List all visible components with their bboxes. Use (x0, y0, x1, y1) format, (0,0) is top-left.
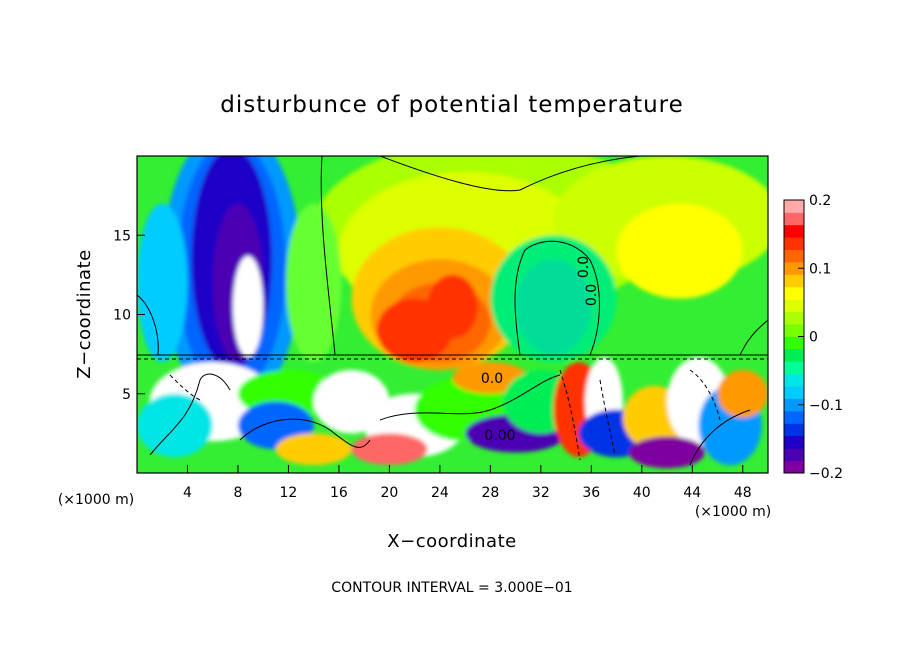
x-tick-label: 28 (481, 485, 499, 501)
contour-line (689, 409, 751, 466)
contour-line (320, 156, 336, 356)
colorbar-tick-label: 0.2 (809, 193, 831, 209)
colorbar-swatch (784, 311, 804, 325)
field-region (427, 274, 478, 339)
contour-line-dashed (689, 369, 721, 421)
colorbar-swatch (784, 299, 804, 313)
contour-line (137, 294, 159, 356)
contour-line (239, 418, 371, 448)
x-axis-label: X−coordinate (387, 531, 516, 552)
y-axis: 5 10 15 (113, 228, 145, 403)
colorbar-swatch (784, 348, 804, 362)
x-tick-label: 32 (532, 485, 550, 501)
field-region (275, 433, 352, 466)
contour-line (514, 240, 600, 356)
chart-title: disturbunce of potential temperature (220, 92, 684, 118)
field-region (232, 255, 264, 358)
contour-value-label: 0.0 (584, 284, 600, 306)
colorbar-swatch (784, 212, 804, 226)
contour-interval-note: CONTOUR INTERVAL = 3.000E−01 (331, 580, 572, 596)
contour-line (149, 373, 231, 456)
x-tick-label: 8 (233, 485, 242, 501)
contour-line (379, 156, 641, 192)
field-region (137, 203, 188, 363)
heatmap-field: 0.0 0.0 0.0 0.00 (137, 156, 768, 473)
y-axis-label: Z−coordinate (74, 249, 95, 378)
contour-line-dashed (169, 374, 201, 401)
colorbar-swatch (784, 386, 804, 399)
y-tick-label: 15 (113, 228, 131, 244)
colorbar-tick-label: −0.2 (809, 466, 843, 482)
x-axis: 4 8 12 16 20 24 28 32 36 40 44 48 (183, 465, 752, 501)
x-tick-label: 36 (582, 485, 600, 501)
colorbar-swatch (784, 224, 804, 238)
x-tick-label: 44 (683, 485, 701, 501)
x-tick-label: 40 (633, 485, 651, 501)
x-tick-label: 16 (330, 485, 348, 501)
colorbar-swatch (784, 274, 804, 288)
x-tick-label: 48 (734, 485, 752, 501)
contour-line (739, 319, 768, 356)
contour-line-dashed (599, 379, 616, 456)
colorbar-swatch (784, 200, 804, 213)
contour-line-dashed (559, 369, 581, 461)
colorbar-swatch (784, 423, 804, 437)
colorbar-swatch (784, 361, 804, 375)
y-tick-label: 10 (113, 308, 131, 324)
colorbar-swatch (784, 262, 804, 275)
colorbar-swatch (784, 336, 804, 350)
contour-line (379, 374, 561, 421)
colorbar-swatch (784, 448, 804, 461)
colorbar-swatch (784, 398, 804, 412)
x-tick-label: 4 (183, 485, 192, 501)
contour-value-label: 0.0 (576, 256, 592, 278)
colorbar-swatch (784, 286, 804, 300)
y-tick-label: 5 (122, 387, 131, 403)
x-tick-label: 20 (380, 485, 398, 501)
contour-value-label: 0.00 (484, 428, 515, 444)
colorbar-tick-label: 0.1 (809, 261, 831, 277)
colorbar-swatch (784, 237, 804, 251)
colorbar-tick-label: −0.1 (809, 398, 843, 414)
colorbar-swatch (784, 373, 804, 387)
field-region (285, 203, 342, 363)
x-tick-label: 12 (280, 485, 298, 501)
x-unit-label: (×1000 m) (695, 504, 771, 520)
colorbar-swatch (784, 435, 804, 449)
x-tick-label: 24 (431, 485, 449, 501)
field-region (616, 203, 743, 299)
colorbar-swatch (784, 410, 804, 424)
field-region (351, 433, 428, 466)
colorbar-swatch (784, 249, 804, 263)
colorbar (784, 200, 804, 474)
field-region (515, 259, 592, 355)
field-region (629, 436, 705, 469)
colorbar-ticks: 0.2 0.1 0 −0.1 −0.2 (798, 193, 843, 482)
colorbar-swatch (784, 460, 804, 474)
contour-value-label: 0.0 (481, 371, 503, 387)
z-unit-label: (×1000 m) (58, 492, 134, 508)
field-region (137, 393, 213, 458)
field-region (717, 369, 768, 418)
colorbar-tick-label: 0 (809, 330, 818, 346)
colorbar-swatch (784, 324, 804, 337)
